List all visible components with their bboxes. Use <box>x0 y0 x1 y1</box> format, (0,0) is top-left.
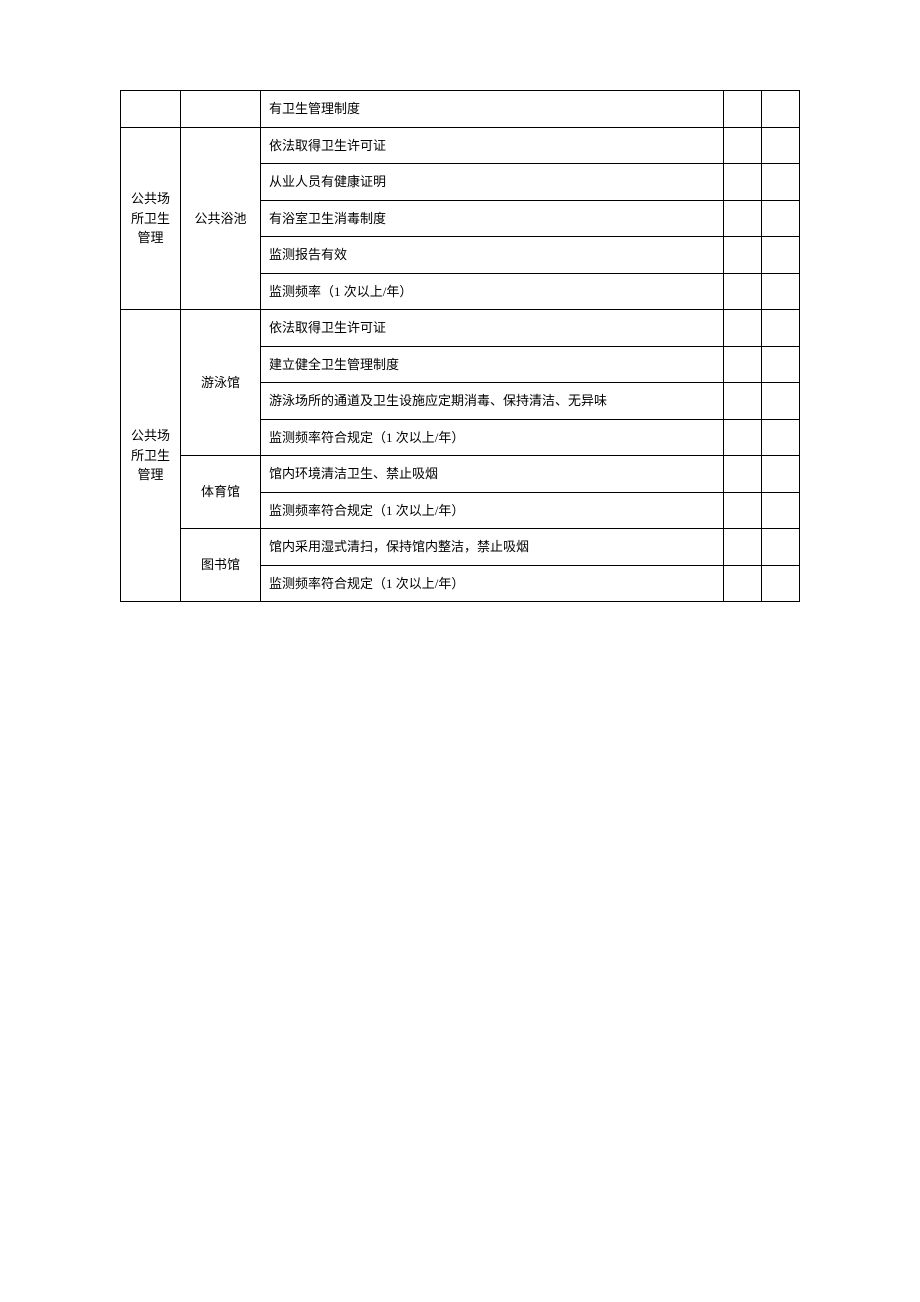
cell-blank <box>762 383 800 420</box>
cell-blank <box>762 456 800 493</box>
cell-requirement: 监测频率（1 次以上/年） <box>261 273 724 310</box>
cell-requirement: 从业人员有健康证明 <box>261 164 724 201</box>
cell-requirement: 监测频率符合规定（1 次以上/年） <box>261 565 724 602</box>
cell-blank <box>724 419 762 456</box>
cell-blank <box>762 346 800 383</box>
table-row: 有卫生管理制度 <box>121 91 800 128</box>
cell-blank <box>762 200 800 237</box>
cell-blank <box>762 492 800 529</box>
cell-requirement: 有卫生管理制度 <box>261 91 724 128</box>
cell-blank <box>762 127 800 164</box>
cell-blank <box>762 237 800 274</box>
cell-category: 公共场所卫生管理 <box>121 127 181 310</box>
cell-blank <box>762 273 800 310</box>
cell-requirement: 监测报告有效 <box>261 237 724 274</box>
cell-blank <box>762 164 800 201</box>
cell-blank <box>724 492 762 529</box>
cell-blank <box>724 200 762 237</box>
cell-subcategory: 公共浴池 <box>181 127 261 310</box>
cell-blank <box>762 419 800 456</box>
cell-blank <box>724 273 762 310</box>
cell-requirement: 依法取得卫生许可证 <box>261 310 724 347</box>
sanitation-management-table: 有卫生管理制度 公共场所卫生管理 公共浴池 依法取得卫生许可证 从业人员有健康证… <box>120 90 800 602</box>
table-row: 图书馆 馆内采用湿式清扫，保持馆内整洁，禁止吸烟 <box>121 529 800 566</box>
cell-blank <box>724 127 762 164</box>
cell-requirement: 馆内环境清洁卫生、禁止吸烟 <box>261 456 724 493</box>
cell-blank <box>724 383 762 420</box>
cell-requirement: 游泳场所的通道及卫生设施应定期消毒、保持清洁、无异味 <box>261 383 724 420</box>
cell-requirement: 依法取得卫生许可证 <box>261 127 724 164</box>
cell-requirement: 有浴室卫生消毒制度 <box>261 200 724 237</box>
table-row: 公共场所卫生管理 游泳馆 依法取得卫生许可证 <box>121 310 800 347</box>
cell-blank <box>762 529 800 566</box>
cell-subcategory: 游泳馆 <box>181 310 261 456</box>
cell-category: 公共场所卫生管理 <box>121 310 181 602</box>
cell-category <box>121 91 181 128</box>
table-row: 体育馆 馆内环境清洁卫生、禁止吸烟 <box>121 456 800 493</box>
cell-blank <box>762 310 800 347</box>
cell-blank <box>762 565 800 602</box>
cell-blank <box>762 91 800 128</box>
cell-blank <box>724 237 762 274</box>
cell-blank <box>724 529 762 566</box>
cell-subcategory: 图书馆 <box>181 529 261 602</box>
cell-requirement: 监测频率符合规定（1 次以上/年） <box>261 492 724 529</box>
cell-requirement: 建立健全卫生管理制度 <box>261 346 724 383</box>
cell-requirement: 监测频率符合规定（1 次以上/年） <box>261 419 724 456</box>
cell-subcategory: 体育馆 <box>181 456 261 529</box>
cell-blank <box>724 164 762 201</box>
cell-blank <box>724 346 762 383</box>
cell-blank <box>724 310 762 347</box>
cell-requirement: 馆内采用湿式清扫，保持馆内整洁，禁止吸烟 <box>261 529 724 566</box>
table-row: 公共场所卫生管理 公共浴池 依法取得卫生许可证 <box>121 127 800 164</box>
cell-blank <box>724 456 762 493</box>
cell-subcategory <box>181 91 261 128</box>
cell-blank <box>724 565 762 602</box>
cell-blank <box>724 91 762 128</box>
